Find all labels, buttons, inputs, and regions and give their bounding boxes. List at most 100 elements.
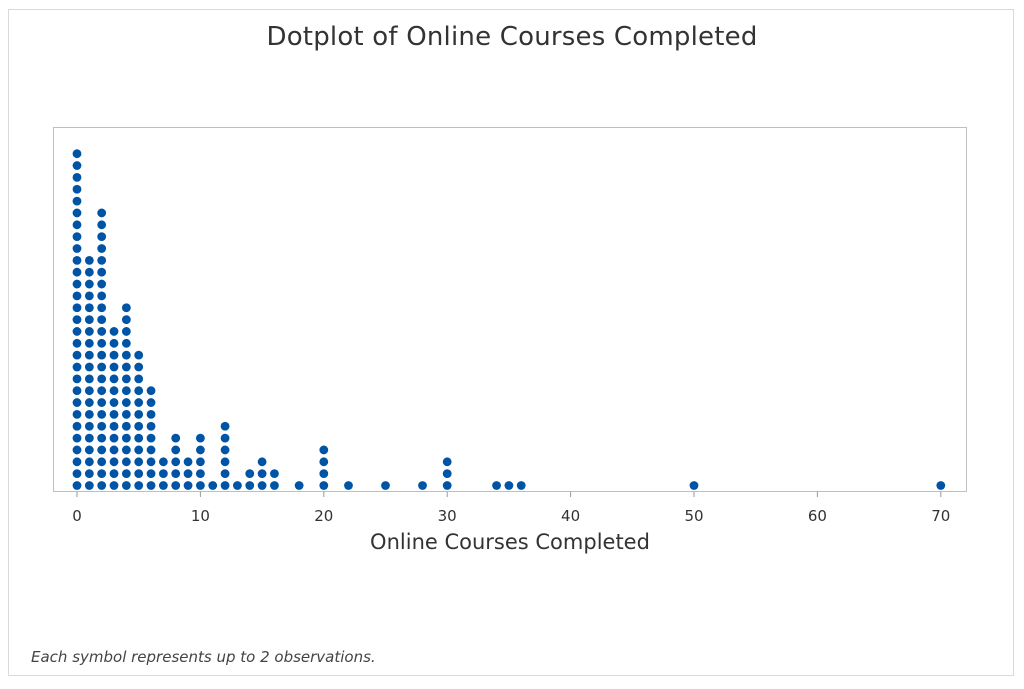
- data-dot: [171, 445, 181, 455]
- data-dot: [220, 469, 230, 479]
- data-dot: [121, 362, 131, 372]
- x-axis-ticks: 0 10 20 30 40 50 60 70: [72, 491, 950, 525]
- plot-frame: [53, 127, 967, 492]
- x-tick-label: 20: [314, 507, 333, 525]
- data-dot: [134, 350, 144, 360]
- data-dot: [220, 445, 230, 455]
- data-dot: [109, 327, 119, 336]
- data-dot: [183, 469, 193, 479]
- data-dot: [158, 481, 168, 490]
- data-dot: [72, 469, 82, 479]
- data-dot: [121, 338, 131, 348]
- data-dot: [134, 421, 144, 431]
- data-dot: [504, 481, 514, 490]
- x-tick-label: 0: [72, 507, 82, 525]
- data-dot: [109, 338, 119, 348]
- data-dot: [492, 481, 501, 490]
- data-dot: [270, 469, 279, 479]
- data-dot: [72, 327, 82, 336]
- data-dot: [84, 255, 94, 265]
- data-dot: [97, 208, 107, 218]
- data-dot: [134, 362, 144, 372]
- data-dot: [72, 267, 82, 277]
- data-dot: [121, 433, 131, 443]
- data-dot: [344, 481, 353, 490]
- data-dot: [146, 457, 156, 467]
- data-dot: [72, 232, 82, 242]
- data-dot: [121, 374, 131, 384]
- data-dot: [109, 350, 119, 360]
- data-dot: [109, 421, 119, 431]
- data-dot: [97, 315, 107, 324]
- data-dot: [146, 398, 156, 407]
- data-dot: [134, 374, 144, 384]
- data-dot: [319, 469, 329, 479]
- data-dot: [121, 457, 131, 467]
- data-dot: [319, 445, 329, 455]
- data-dot: [72, 410, 82, 419]
- data-dot: [97, 232, 107, 242]
- data-dot: [158, 457, 168, 467]
- data-dot: [84, 327, 94, 336]
- data-dot: [84, 315, 94, 324]
- data-dot: [196, 457, 205, 467]
- data-dot: [84, 433, 94, 443]
- data-dot: [257, 469, 267, 479]
- data-dot: [72, 433, 82, 443]
- x-tick-label: 30: [438, 507, 457, 525]
- data-dot: [97, 244, 107, 253]
- data-dot: [183, 481, 193, 490]
- data-dot: [121, 469, 131, 479]
- data-dot: [109, 410, 119, 419]
- data-dot: [233, 481, 242, 490]
- data-dot: [97, 445, 107, 455]
- data-dot: [146, 469, 156, 479]
- x-tick-label: 50: [684, 507, 703, 525]
- data-dot: [109, 481, 119, 490]
- data-dot: [134, 445, 144, 455]
- data-dot: [516, 481, 526, 490]
- data-dot: [121, 327, 131, 336]
- data-dot: [121, 386, 131, 396]
- data-dot: [121, 421, 131, 431]
- data-dot: [97, 267, 107, 277]
- data-dot: [97, 457, 107, 467]
- data-dot: [245, 481, 255, 490]
- data-dot: [442, 457, 452, 467]
- data-dot: [97, 433, 107, 443]
- data-dot: [171, 433, 181, 443]
- data-dot: [72, 279, 82, 289]
- data-dot: [72, 315, 82, 324]
- data-dot: [146, 433, 156, 443]
- x-tick-label: 40: [561, 507, 580, 525]
- data-dot: [220, 421, 230, 431]
- data-dot: [121, 315, 131, 324]
- data-dot: [109, 386, 119, 396]
- data-dot: [146, 386, 156, 396]
- data-dot: [257, 481, 267, 490]
- data-dot: [84, 374, 94, 384]
- data-dot: [109, 457, 119, 467]
- data-dot: [84, 350, 94, 360]
- data-dot: [84, 291, 94, 301]
- data-dot: [72, 374, 82, 384]
- x-tick-label: 60: [808, 507, 827, 525]
- data-dot: [171, 481, 181, 490]
- data-dot: [109, 445, 119, 455]
- data-dot: [121, 410, 131, 419]
- data-dot: [72, 350, 82, 360]
- data-dot: [84, 445, 94, 455]
- data-dot: [97, 410, 107, 419]
- data-dot: [146, 410, 156, 419]
- data-dot: [257, 457, 267, 467]
- data-dot: [146, 445, 156, 455]
- data-dot: [84, 338, 94, 348]
- data-dot: [72, 244, 82, 253]
- data-dot: [196, 433, 205, 443]
- data-dot: [72, 445, 82, 455]
- data-dot: [146, 481, 156, 490]
- data-dot: [84, 398, 94, 407]
- data-dot: [72, 173, 82, 182]
- data-dot: [220, 457, 230, 467]
- data-dot: [97, 350, 107, 360]
